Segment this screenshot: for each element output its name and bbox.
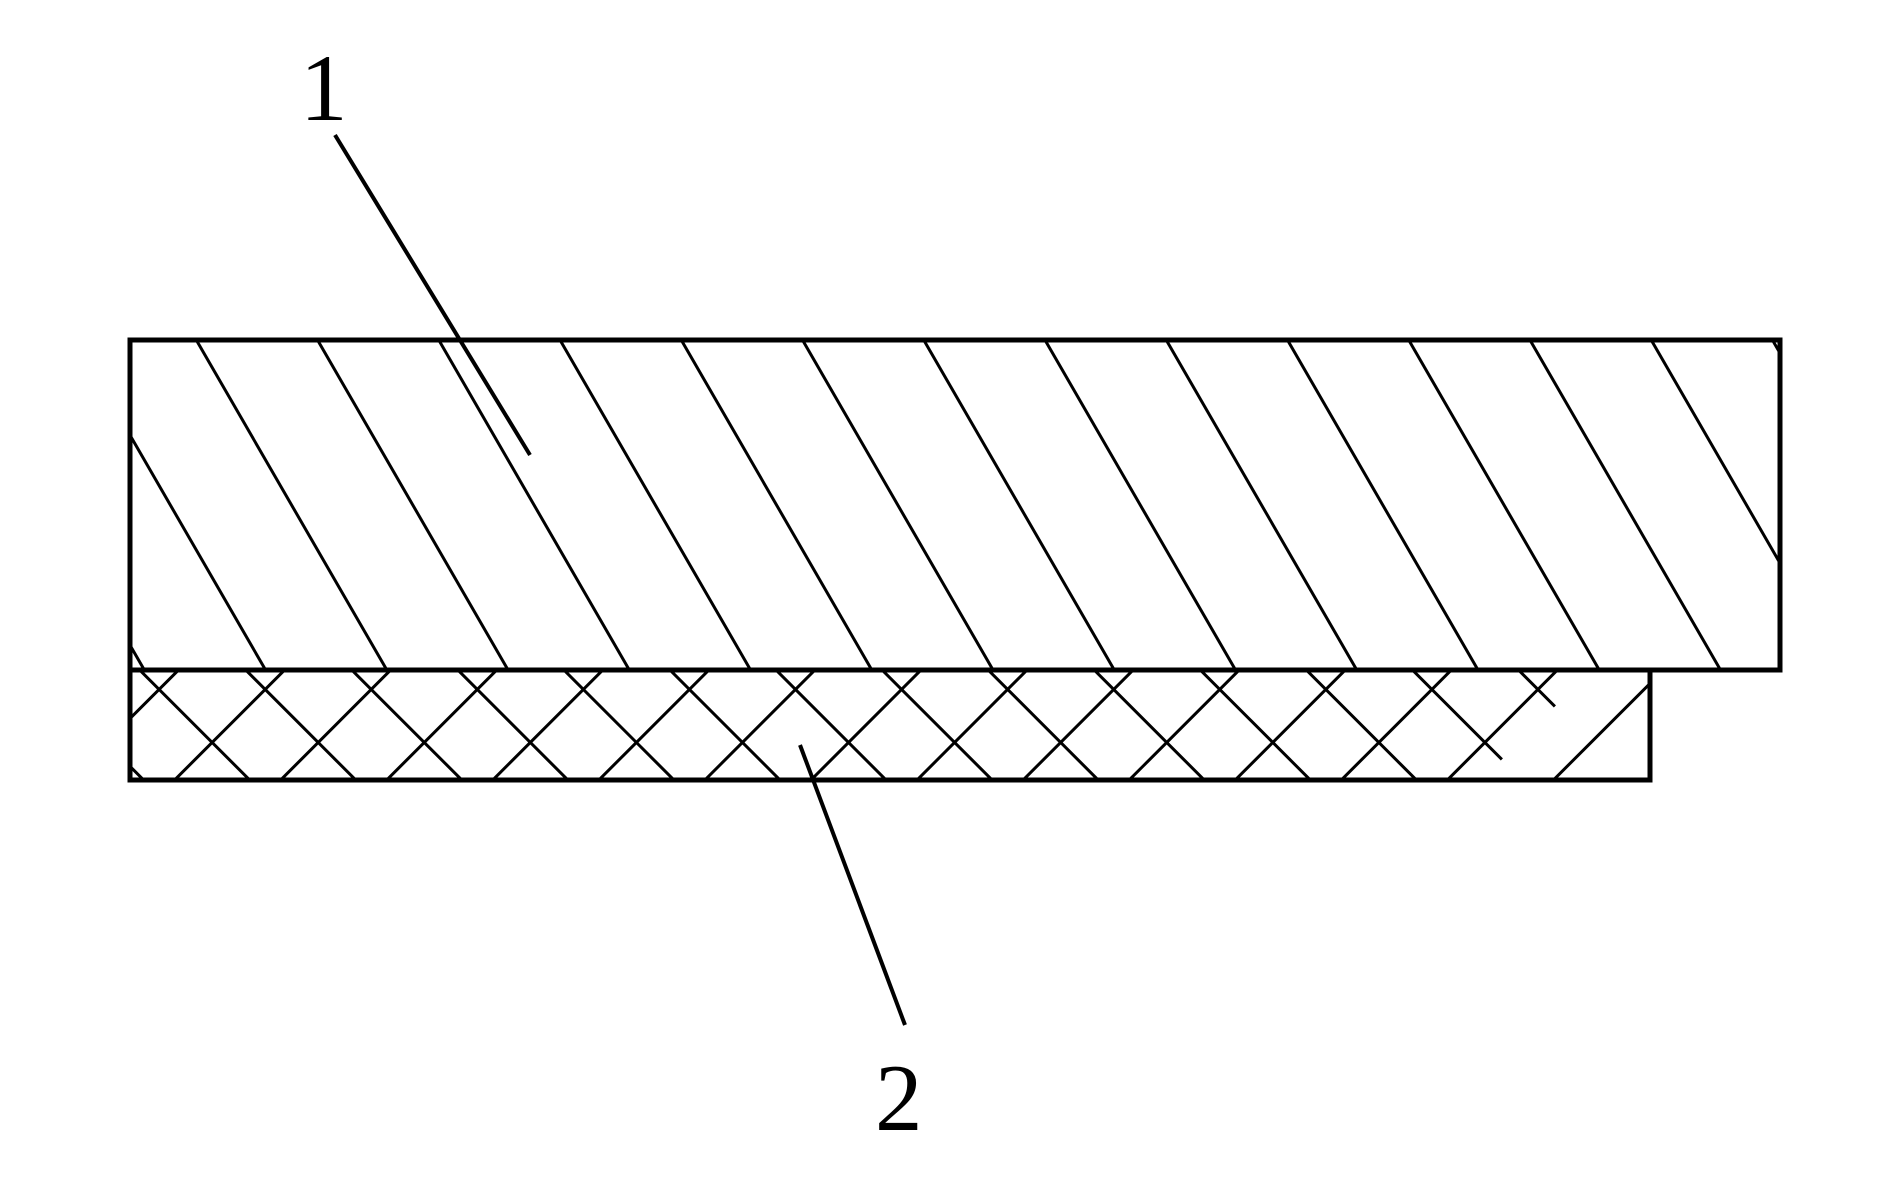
labels: 12 [300,35,923,1151]
layer-bottom [0,0,1890,1181]
leader-line [800,745,905,1025]
callout-label: 1 [300,35,348,141]
cross-section-diagram: 12 [0,0,1890,1181]
layer-top [0,0,1890,1181]
leader-line [335,135,530,455]
callout-label: 2 [875,1045,923,1151]
